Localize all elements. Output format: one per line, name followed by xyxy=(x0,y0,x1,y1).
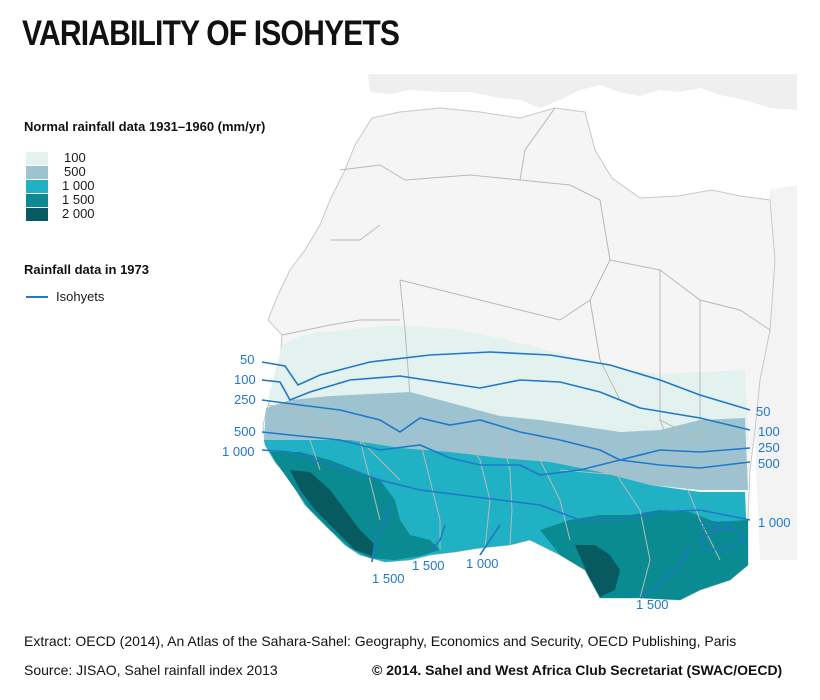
label-east-250: 250 xyxy=(758,440,780,455)
footer-copyright: © 2014. Sahel and West Africa Club Secre… xyxy=(372,662,783,678)
legend-swatch-1000 xyxy=(26,180,48,193)
footer-extract: Extract: OECD (2014), An Atlas of the Sa… xyxy=(24,633,737,649)
isohyet-1000 xyxy=(261,449,751,521)
label-south-1500-a: 1 500 xyxy=(372,571,405,586)
isohyet-100 xyxy=(261,375,751,431)
label-west-1000: 1 000 xyxy=(222,444,255,459)
background-land xyxy=(368,74,797,110)
isohyet-1000-s xyxy=(479,524,501,556)
label-south-1500-b: 1 500 xyxy=(412,558,445,573)
zone-2000 xyxy=(290,470,620,597)
label-west-250: 250 xyxy=(234,392,256,407)
label-west-50: 50 xyxy=(240,352,254,367)
label-east-50: 50 xyxy=(756,404,770,419)
legend-1973-title: Rainfall data in 1973 xyxy=(24,262,149,277)
legend-normal-title: Normal rainfall data 1931–1960 (mm/yr) xyxy=(24,119,266,134)
legend-swatch-100 xyxy=(26,152,48,165)
legend-swatch-2000 xyxy=(26,208,48,221)
country-borders xyxy=(267,107,771,599)
legend-swatch-500 xyxy=(26,166,48,179)
isohyet-1500-a xyxy=(371,499,391,563)
map-title: VARIABILITY OF ISOHYETS xyxy=(22,14,400,53)
legend-label-1000: 1 000 xyxy=(62,178,95,193)
isohyet-2000 xyxy=(698,527,747,551)
isohyet-250 xyxy=(261,399,751,461)
isohyet-500 xyxy=(261,431,751,476)
legend-label-2000: 2 000 xyxy=(62,206,95,221)
label-east-2000: 2 000 xyxy=(700,518,733,533)
isohyets-1973 xyxy=(261,351,751,599)
legend-label-1500: 1 500 xyxy=(62,192,95,207)
legend-label-100: 100 xyxy=(64,150,86,165)
label-east-100: 100 xyxy=(758,424,780,439)
zone-1500 xyxy=(270,452,748,600)
zone-500 xyxy=(264,392,748,490)
label-east-500: 500 xyxy=(758,456,780,471)
label-east-1000: 1 000 xyxy=(758,515,791,530)
label-west-100: 100 xyxy=(234,372,256,387)
label-south-1000: 1 000 xyxy=(466,556,499,571)
footer-source: Source: JISAO, Sahel rainfall index 2013 xyxy=(24,662,278,678)
isohyet-1500-b xyxy=(429,524,446,553)
isohyet-line-swatch xyxy=(26,296,48,298)
label-west-500: 500 xyxy=(234,424,256,439)
isohyet-1500-c xyxy=(639,544,691,599)
isohyet-50 xyxy=(261,351,751,411)
legend-swatch-1500 xyxy=(26,194,48,207)
legend-label-500: 500 xyxy=(64,164,86,179)
label-south-1500-c: 1 500 xyxy=(636,597,669,612)
legend-isohyets-label: Isohyets xyxy=(56,289,105,304)
